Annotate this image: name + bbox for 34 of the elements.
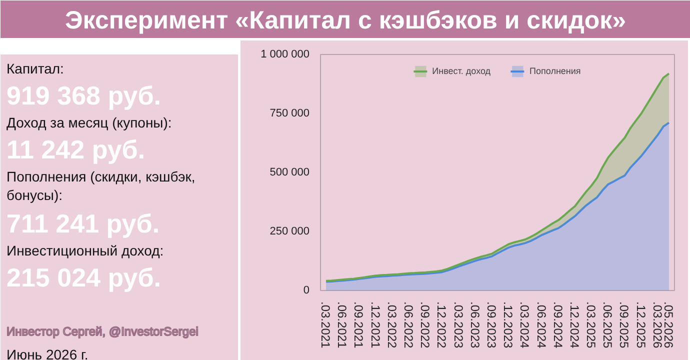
- y-tick-label: 250 000: [270, 226, 310, 238]
- x-tick-label: .06.2023: [468, 302, 482, 349]
- x-tick-label: .03.2021: [318, 302, 333, 349]
- text: Июнь 2026 г.: [6, 346, 88, 360]
- text: Инвестор Сергей, @InvestorSergei: [6, 324, 198, 338]
- x-tick-label: .06.2021: [335, 302, 350, 349]
- x-tick-label: .12.2023: [501, 302, 516, 349]
- x-tick-label: .03.2022: [384, 302, 399, 349]
- x-tick-label: .12.2025: [634, 302, 648, 349]
- legend-label: Пополнения: [530, 66, 581, 76]
- text: Капитал:: [6, 60, 64, 76]
- x-tick-label: .06.2025: [600, 302, 615, 349]
- x-tick-label: .09.2023: [484, 302, 498, 349]
- x-tick-label: .06.2022: [402, 302, 416, 349]
- x-tick-label: .12.2022: [434, 302, 449, 349]
- x-tick-label: .12.2021: [368, 302, 382, 349]
- x-tick-label: .09.2021: [352, 302, 366, 349]
- text: Пополнения (скидки, кэшбэк, бонусы):: [6, 168, 196, 203]
- y-tick-label: 750 000: [270, 108, 310, 120]
- legend-label: Инвест. доход: [432, 66, 491, 76]
- x-tick-label: .09.2022: [418, 302, 432, 349]
- x-tick-label: .06.2024: [534, 302, 548, 349]
- text: Инвестиционный доход:: [6, 242, 164, 258]
- text: Доход за месяц (купоны):: [6, 114, 172, 130]
- y-tick-label: 1 000 000: [260, 48, 310, 60]
- x-tick-label: .09.2025: [617, 302, 632, 349]
- text: Эксперимент «Капитал с кэшбэков и скидок»: [64, 6, 626, 34]
- x-tick-label: .09.2024: [550, 302, 565, 349]
- y-tick-label: 500 000: [270, 166, 310, 178]
- x-tick-label: .03.2024: [518, 302, 532, 349]
- x-tick-label: .03.2023: [451, 302, 466, 349]
- y-tick-label: 0: [303, 284, 310, 296]
- x-tick-label: .12.2024: [567, 302, 582, 349]
- x-tick-label: .03.2025: [584, 302, 598, 349]
